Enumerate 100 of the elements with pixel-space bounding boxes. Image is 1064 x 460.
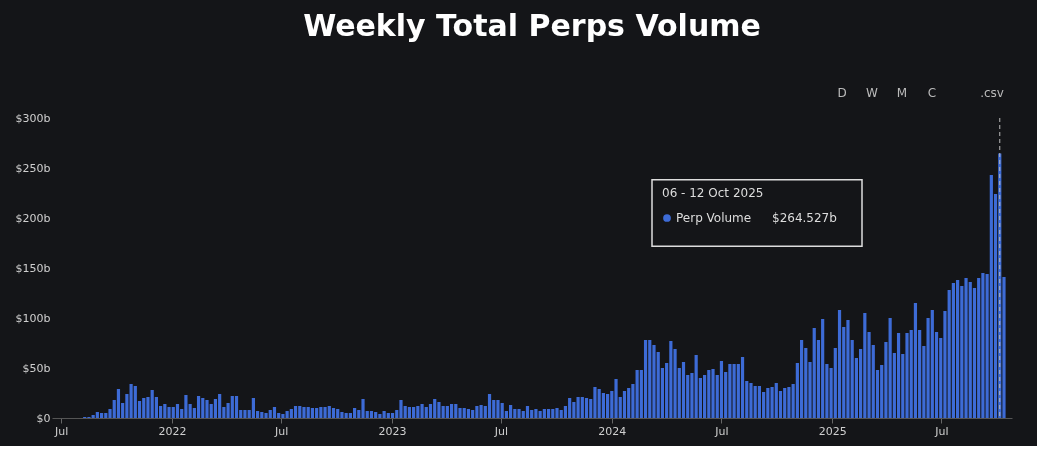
bar xyxy=(500,403,504,418)
bar xyxy=(331,408,336,418)
bar xyxy=(471,410,475,418)
bar xyxy=(622,391,627,418)
bar xyxy=(416,406,420,418)
bar xyxy=(888,318,892,418)
bar xyxy=(707,370,711,418)
bar xyxy=(749,383,753,418)
bar xyxy=(433,399,437,418)
bar xyxy=(462,408,466,418)
bar xyxy=(681,362,686,418)
bar xyxy=(167,407,171,418)
bar xyxy=(546,409,551,418)
bar xyxy=(175,404,180,418)
legend-label: Perp Volume xyxy=(676,211,752,225)
bar xyxy=(293,406,298,418)
bar xyxy=(614,379,618,418)
bar xyxy=(740,357,745,418)
bar xyxy=(719,361,724,418)
bar xyxy=(129,384,133,418)
bar xyxy=(264,413,268,418)
bar xyxy=(766,388,770,418)
bar xyxy=(306,407,310,418)
bar xyxy=(382,411,386,418)
bar xyxy=(369,411,374,418)
bar xyxy=(420,404,424,418)
bar xyxy=(694,355,698,418)
x-tick-label: 2022 xyxy=(158,424,187,438)
bar xyxy=(593,387,597,418)
bar xyxy=(196,396,201,418)
bar xyxy=(281,414,285,418)
bar xyxy=(104,413,108,418)
bar xyxy=(352,408,357,418)
y-tick-label: $200b xyxy=(15,211,51,225)
text: C xyxy=(927,86,937,100)
bar xyxy=(437,402,441,418)
text: D xyxy=(837,86,847,100)
bar xyxy=(517,409,521,418)
y-tick-label: $100b xyxy=(15,311,51,325)
bar xyxy=(91,415,95,418)
bar xyxy=(597,389,601,418)
bar xyxy=(310,408,315,418)
bar xyxy=(643,340,648,418)
y-tick-label: $250b xyxy=(15,161,51,175)
bar xyxy=(289,409,293,418)
bar xyxy=(445,406,449,418)
bar xyxy=(205,400,209,418)
bar xyxy=(251,398,255,418)
bar xyxy=(454,404,458,418)
bar xyxy=(424,407,428,418)
bar xyxy=(525,406,530,418)
bar xyxy=(606,394,610,418)
bar xyxy=(285,411,289,418)
bar xyxy=(837,310,842,418)
bar xyxy=(466,409,471,418)
bar xyxy=(323,407,327,418)
bar xyxy=(732,364,736,418)
bar xyxy=(458,408,462,418)
annotation: 06 - 12 Oct 2025 xyxy=(662,186,764,200)
text: .csv xyxy=(980,86,1004,100)
bar xyxy=(496,400,500,418)
bar xyxy=(230,396,234,418)
bar xyxy=(475,406,479,418)
bar xyxy=(930,310,934,418)
bar xyxy=(559,410,563,418)
bar xyxy=(783,388,787,418)
bar xyxy=(116,389,121,418)
bar xyxy=(319,407,323,418)
y-tick-label: $50b xyxy=(22,361,51,375)
x-tick-label: 2025 xyxy=(818,424,847,438)
bar xyxy=(555,408,559,418)
bar xyxy=(386,413,390,418)
x-tick-label: Jul xyxy=(493,424,509,438)
bar xyxy=(344,413,348,418)
chart-title: Weekly Total Perps Volume xyxy=(303,8,761,43)
bar xyxy=(711,369,715,418)
bar xyxy=(412,407,416,418)
bar xyxy=(989,175,993,418)
bar xyxy=(846,320,850,418)
bar xyxy=(787,387,791,418)
bar xyxy=(302,407,306,418)
bar xyxy=(551,409,555,418)
bar xyxy=(951,283,955,418)
x-tick-label: Jul xyxy=(54,424,69,438)
text: M xyxy=(896,86,908,100)
bar xyxy=(774,383,778,418)
bar xyxy=(509,405,513,418)
bar xyxy=(479,405,483,418)
bar xyxy=(407,407,412,418)
bar xyxy=(669,341,673,418)
bar xyxy=(584,398,589,418)
bar xyxy=(635,370,639,418)
bar xyxy=(913,303,918,418)
bar xyxy=(184,395,188,418)
y-tick-label: $0 xyxy=(36,411,51,425)
bar xyxy=(968,282,972,418)
y-tick-label: $150b xyxy=(15,261,51,275)
bar xyxy=(538,411,542,418)
bar xyxy=(171,407,175,418)
bar xyxy=(601,393,605,418)
